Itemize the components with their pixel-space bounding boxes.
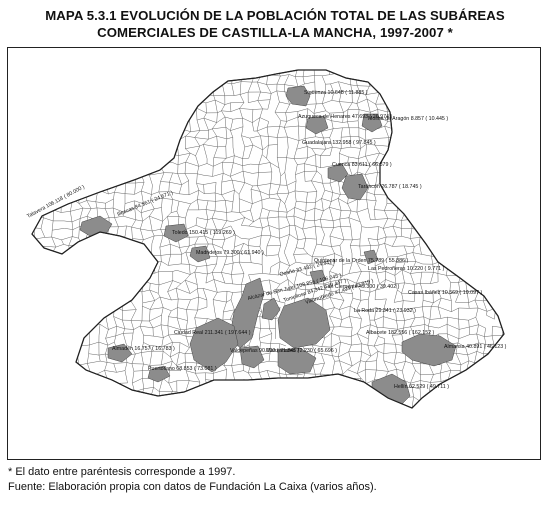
map-title: MAPA 5.3.1 EVOLUCIÓN DE LA POBLACIÓN TOT… <box>0 7 550 41</box>
subarea-polygon <box>147 365 171 383</box>
subarea-label: San Clemente 49.300 ( 39.402 ) <box>324 284 400 290</box>
subarea-polygon <box>327 163 349 183</box>
region-outline <box>31 69 505 409</box>
region-map: Sigüenza 10.648 ( 11.885 ) Molina de Arag… <box>26 69 507 409</box>
subarea-label: Las Pedroñeras 10.220 ( 9.771 ) <box>368 266 445 272</box>
subarea-label: Cuenca 83.611 ( 66.879 ) <box>332 162 392 168</box>
subarea-label: Puertollano 68.853 ( 73.081 ) <box>148 366 217 372</box>
subarea-label: Molina de Aragón 8.857 ( 10.445 ) <box>368 116 448 122</box>
subarea-polygon <box>189 245 211 263</box>
subarea-label: Quintanar de la Orden 75.789 ( 55.886 ) <box>314 258 408 264</box>
subarea-label: Guadalajara 132.958 ( 97.845 ) <box>302 140 376 146</box>
subarea-polygon <box>401 333 457 367</box>
subarea-label: Albacete 182.556 ( 162.152 ) <box>366 330 435 336</box>
subarea-polygon <box>261 297 281 321</box>
title-line-2: COMERCIALES DE CASTILLA-LA MANCHA, 1997-… <box>97 25 453 40</box>
footnote-1997: * El dato entre paréntesis corresponde a… <box>8 466 236 478</box>
subarea-label: Sigüenza 10.648 ( 11.885 ) <box>304 90 368 96</box>
subarea-label: Tarancón 26.787 ( 18.745 ) <box>358 184 422 190</box>
subarea-polygon <box>309 269 327 285</box>
subarea-polygon <box>229 277 265 349</box>
map-frame: Sigüenza 10.648 ( 11.885 ) Molina de Arag… <box>7 47 541 460</box>
subarea-polygon <box>305 115 329 135</box>
subarea-label: Toledo 150.415 ( 119.269 ) <box>172 230 235 236</box>
title-line-1: MAPA 5.3.1 EVOLUCIÓN DE LA POBLACIÓN TOT… <box>45 8 505 23</box>
subarea-label: La Roda 29.341 ( 23.932 ) <box>354 308 416 314</box>
subarea-polygon <box>239 345 265 369</box>
subarea-label: Madridejos 79.300 ( 61.940 ) <box>196 250 264 256</box>
subarea-polygon <box>341 173 369 201</box>
subarea-label: Valdepeñas 90.000 ( 71.345 ) <box>230 348 300 354</box>
subarea-polygon <box>107 343 133 363</box>
subarea-label: Ciudad Real 211.341 ( 197.644 ) <box>174 330 251 336</box>
subarea-label: Almansa 40.891 ( 46.123 ) <box>444 344 507 350</box>
subarea-polygon <box>189 317 239 373</box>
subarea-label: Hellín 62.529 ( 49.711 ) <box>394 384 449 390</box>
subarea-polygon <box>361 113 383 133</box>
source-note: Fuente: Elaboración propia con datos de … <box>8 481 377 493</box>
footnotes: * El dato entre paréntesis corresponde a… <box>8 465 377 495</box>
subarea-polygon <box>163 223 189 243</box>
subarea-polygons <box>79 85 457 407</box>
subarea-label: Almadén 16.757 ( 16.783 ) <box>112 346 175 352</box>
subarea-polygon <box>363 249 379 265</box>
subarea-label: Azuqueca de Henares 47.693 ( 26.974 ) <box>298 114 392 120</box>
subarea-polygon <box>285 85 311 107</box>
subarea-polygon <box>277 297 331 349</box>
subarea-label: Manzanares 72.230 ( 65.696 ) <box>266 348 337 354</box>
subarea-polygon <box>277 347 317 375</box>
subarea-label: Casas Ibáñez 10.569 ( 10.097 ) <box>408 290 482 296</box>
